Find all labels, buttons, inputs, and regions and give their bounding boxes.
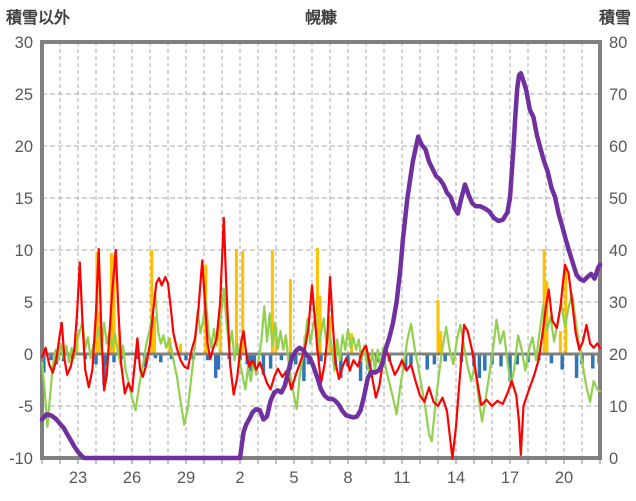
y-axis-right-tick-label: 60 [609, 138, 627, 156]
y-axis-left-tick-label: 5 [24, 294, 33, 312]
y-axis-right-tick-label: 70 [609, 86, 627, 104]
y-axis-left-tick-label: 25 [15, 86, 33, 104]
chart-title: 幌糠 [304, 10, 337, 27]
x-axis-tick-label: 20 [555, 469, 573, 487]
y-axis-right-tick-label: 20 [609, 346, 627, 364]
plot-frame [40, 40, 602, 460]
y-axis-right-tick-label: 80 [609, 34, 627, 52]
y-axis-left-tick-label: 20 [15, 138, 33, 156]
x-axis-tick-label: 17 [501, 469, 519, 487]
red-line [40, 216, 602, 460]
purple-snow-depth-line [39, 70, 603, 461]
x-axis-tick-label: 11 [393, 469, 410, 487]
x-axis-tick-label: 2 [235, 469, 244, 487]
green-line [40, 287, 602, 443]
y-axis-left-tick-label: 15 [15, 190, 33, 208]
x-axis-tick-label: 29 [177, 469, 195, 487]
y-axis-right-tick-label: 40 [609, 242, 627, 260]
y-axis-right-tick-label: 30 [609, 294, 627, 312]
y-axis-right-tick-label: 0 [609, 450, 618, 468]
x-axis-tick-label: 14 [447, 469, 465, 487]
x-axis-tick-label: 26 [123, 469, 141, 487]
y-axis-right-tick-label: 50 [609, 190, 627, 208]
y-axis-left-tick-label: -10 [9, 450, 33, 468]
x-axis-tick-label: 8 [343, 469, 352, 487]
y-axis-left-tick-label: 30 [15, 34, 33, 52]
left-axis-title: 積雪以外 [6, 10, 71, 27]
y-axis-left-tick-label: -5 [18, 398, 33, 416]
x-axis-tick-label: 5 [289, 469, 298, 487]
y-axis-left-tick-label: 0 [24, 346, 33, 364]
x-axis-tick-label: 23 [69, 469, 87, 487]
y-axis-left-tick-label: 10 [15, 242, 33, 260]
right-axis-title: 積雪 [598, 10, 631, 27]
y-axis-right-tick-label: 10 [609, 398, 627, 416]
